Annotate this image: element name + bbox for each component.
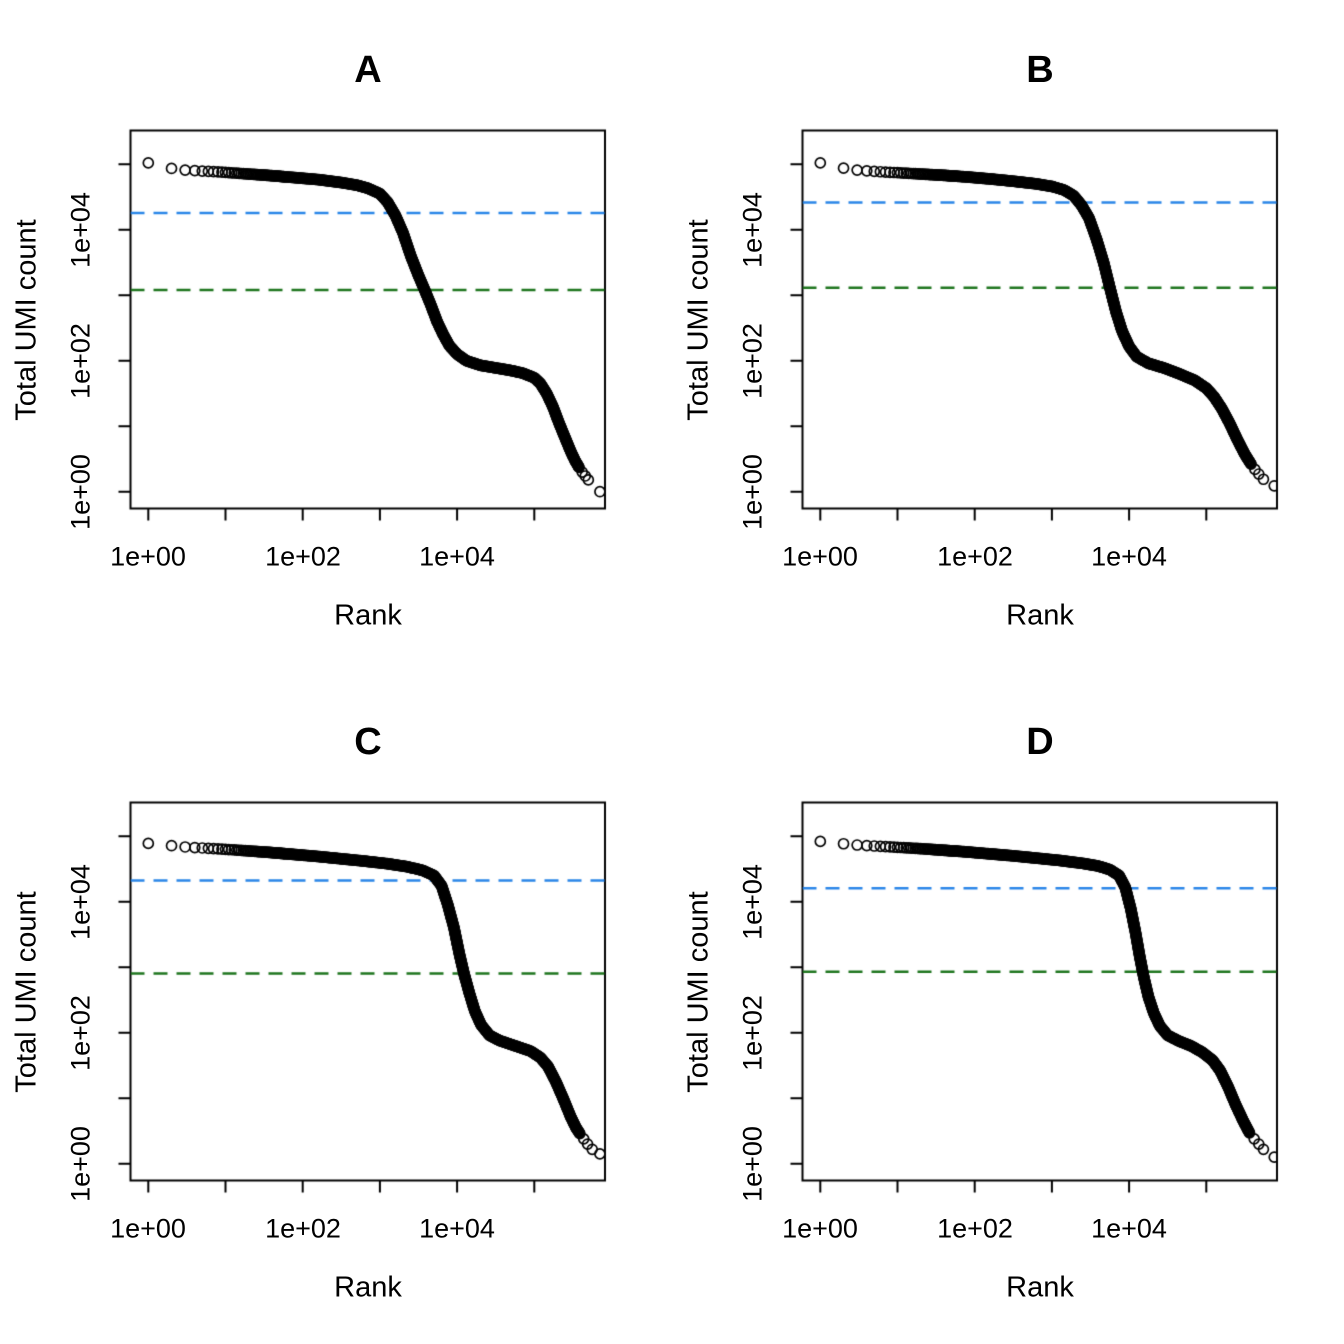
panel-c-x-axis-label: Rank (334, 1271, 402, 1304)
panel-b-x-tick-label: 1e+04 (1091, 541, 1167, 572)
panel-d-x-axis-label: Rank (1006, 1271, 1074, 1304)
panel-b-y-axis-label: Total UMI count (682, 219, 715, 421)
panel-c-y-axis-label: Total UMI count (10, 891, 43, 1093)
panel-a-x-axis-label: Rank (334, 599, 402, 632)
panel-b-y-tick-label: 1e+02 (737, 323, 768, 399)
panel-a-x-tick-label: 1e+00 (110, 541, 186, 572)
panel-a-x-tick-label: 1e+04 (419, 541, 495, 572)
panel-d-x-tick-label: 1e+04 (1091, 1213, 1167, 1244)
panel-d-x-tick-label: 1e+02 (937, 1213, 1013, 1244)
panel-c-y-tick-label: 1e+00 (65, 1126, 96, 1202)
panel-c-x-tick-label: 1e+00 (110, 1213, 186, 1244)
panel-a-y-tick-label: 1e+04 (65, 192, 96, 268)
panel-a-y-axis-label: Total UMI count (10, 219, 43, 421)
panel-b-title: B (1026, 49, 1054, 91)
panel-d-x-tick-label: 1e+00 (782, 1213, 858, 1244)
panel-d-y-tick-label: 1e+02 (737, 995, 768, 1071)
panel-a-y-tick-label: 1e+00 (65, 454, 96, 530)
panel-d-y-tick-label: 1e+00 (737, 1126, 768, 1202)
panel-b-y-tick-label: 1e+04 (737, 192, 768, 268)
panel-c-title: C (354, 721, 382, 763)
panel-c-y-tick-label: 1e+04 (65, 864, 96, 940)
panel-b-x-tick-label: 1e+00 (782, 541, 858, 572)
panel-a-title: A (354, 49, 382, 91)
panel-c-y-tick-label: 1e+02 (65, 995, 96, 1071)
panel-b-x-tick-label: 1e+02 (937, 541, 1013, 572)
panel-d-y-tick-label: 1e+04 (737, 864, 768, 940)
panel-b-x-axis-label: Rank (1006, 599, 1074, 632)
panel-a-y-tick-label: 1e+02 (65, 323, 96, 399)
panel-d-title: D (1026, 721, 1054, 763)
panel-d-y-axis-label: Total UMI count (682, 891, 715, 1093)
panel-c-x-tick-label: 1e+02 (265, 1213, 341, 1244)
panel-a-x-tick-label: 1e+02 (265, 541, 341, 572)
panel-c-x-tick-label: 1e+04 (419, 1213, 495, 1244)
panel-b-y-tick-label: 1e+00 (737, 454, 768, 530)
